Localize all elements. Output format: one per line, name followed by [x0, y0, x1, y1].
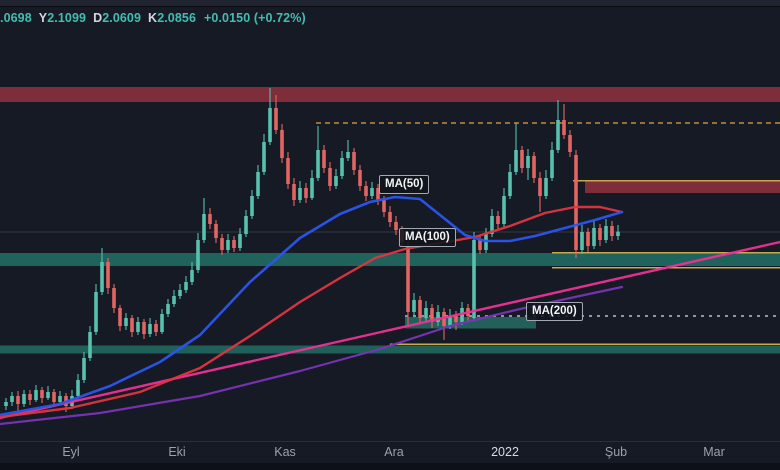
axis-tick-2022: 2022: [491, 445, 519, 459]
window-top-edge: [0, 0, 780, 7]
high-label: Y: [38, 11, 48, 25]
trendline-pink[interactable]: [0, 240, 780, 420]
ohlc-legend: .0698 Y2.1099 D2.0609 K2.0856 +0.0150 (+0.72…: [0, 11, 306, 25]
axis-tick-ara: Ara: [384, 445, 404, 459]
axis-tick-eyl: Eyl: [62, 445, 80, 459]
window-bottom-edge: [0, 463, 780, 470]
ma100-annotation-label[interactable]: MA(100): [399, 228, 456, 247]
high-value: 2.1099: [47, 11, 87, 25]
axis-tick-kas: Kas: [274, 445, 296, 459]
open-value: .0698: [0, 11, 32, 25]
demand-box[interactable]: [405, 317, 536, 329]
low-value: 2.0609: [102, 11, 142, 25]
change-value: +0.0150 (+0.72%): [204, 11, 306, 25]
resistance-zone-upper[interactable]: [0, 87, 780, 102]
axis-tick-eki: Eki: [168, 445, 186, 459]
close-label: K: [148, 11, 158, 25]
axis-tick-sub: Şub: [604, 445, 628, 459]
resistance-zone-right[interactable]: [585, 181, 780, 193]
candles: [4, 88, 620, 412]
ma50-annotation-label[interactable]: MA(50): [379, 175, 430, 194]
support-zone-mid[interactable]: [0, 253, 780, 266]
ma100-line[interactable]: [0, 205, 624, 419]
ma50-line[interactable]: [0, 195, 624, 417]
ma200-annotation-label[interactable]: MA(200): [526, 302, 583, 321]
ma200-line[interactable]: [0, 285, 624, 426]
support-band-lower[interactable]: [0, 345, 780, 354]
close-value: 2.0856: [157, 11, 197, 25]
low-label: D: [93, 11, 103, 25]
time-axis[interactable]: Eyl Eki Kas Ara 2022 Şub Mar: [0, 441, 780, 464]
axis-tick-mar: Mar: [703, 445, 725, 459]
